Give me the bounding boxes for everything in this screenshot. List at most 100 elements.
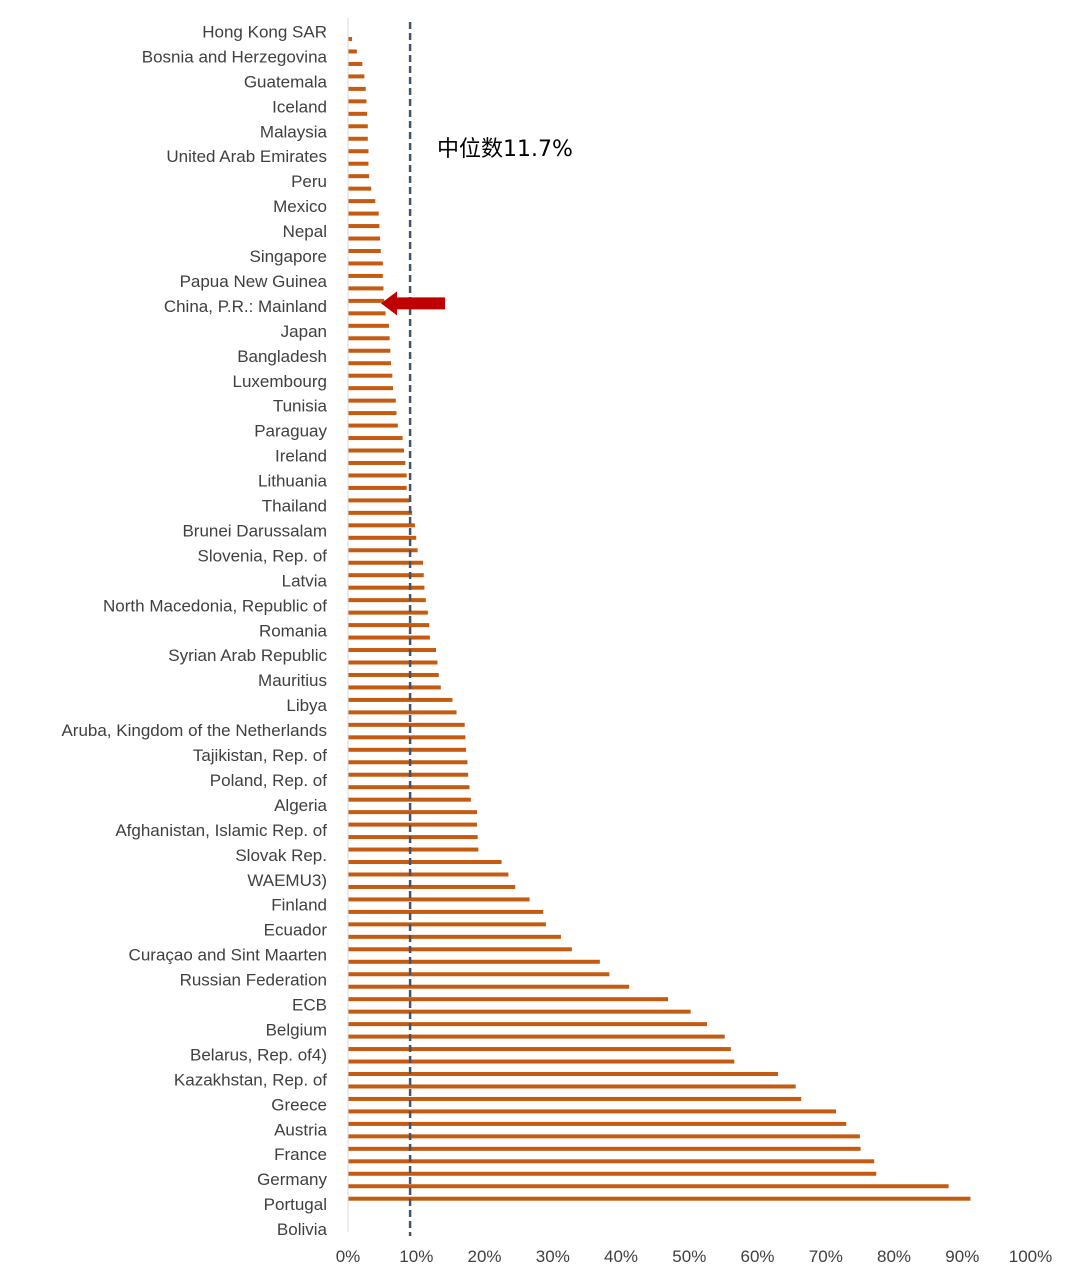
bar [348, 248, 381, 253]
x-tick-label: 30% [536, 1247, 570, 1266]
bar [348, 1009, 691, 1014]
bar [348, 648, 437, 653]
bar [348, 685, 441, 690]
bar [348, 186, 372, 191]
bar [348, 835, 478, 840]
bar [348, 473, 407, 478]
x-tick-label: 50% [672, 1247, 706, 1266]
bar [348, 411, 397, 416]
bar [348, 1047, 731, 1052]
bar [348, 760, 468, 765]
category-label: Finland [271, 896, 327, 915]
category-labels-group: Hong Kong SAR Bosnia and Herzegovina Guate… [61, 22, 327, 1239]
bar [348, 897, 530, 902]
category-label: Malaysia [260, 122, 328, 141]
category-label: Iceland [272, 97, 327, 116]
bar [348, 460, 406, 465]
x-tick-label: 10% [399, 1247, 433, 1266]
bar [348, 1096, 802, 1101]
bar [348, 174, 370, 179]
bar [348, 585, 425, 590]
bar [348, 336, 390, 341]
bar [348, 111, 368, 116]
category-label: Poland, Rep. of [210, 771, 327, 790]
category-label: Bangladesh [237, 347, 327, 366]
bar [348, 635, 430, 640]
bar [348, 61, 363, 66]
bar [348, 261, 383, 266]
bar [348, 448, 404, 453]
category-label: United Arab Emirates [166, 147, 327, 166]
category-label: Singapore [249, 247, 327, 266]
bar [348, 323, 389, 328]
bar [348, 1184, 949, 1189]
category-label: Nepal [283, 222, 327, 241]
bar [348, 560, 424, 565]
category-label: Japan [281, 322, 327, 341]
category-label: Lithuania [258, 472, 328, 491]
bar [348, 735, 466, 740]
bar [348, 1022, 707, 1027]
bar [348, 311, 386, 316]
category-label: Algeria [274, 796, 327, 815]
bar [348, 660, 438, 665]
bar [348, 785, 470, 790]
bar [348, 273, 383, 278]
bar [348, 149, 369, 154]
category-label: Mauritius [258, 671, 327, 690]
category-label: Bolivia [277, 1220, 328, 1239]
x-tick-label: 90% [945, 1247, 979, 1266]
bar [348, 1109, 836, 1114]
bar [348, 49, 357, 54]
bar [348, 1059, 735, 1064]
bar [348, 224, 380, 229]
bars-group [348, 37, 971, 1201]
x-tick-label: 80% [877, 1247, 911, 1266]
category-label: Belgium [266, 1020, 327, 1039]
bar [348, 485, 407, 490]
bar [348, 37, 353, 41]
category-label: Papua New Guinea [180, 272, 328, 291]
bar [348, 86, 366, 91]
category-label: Libya [286, 696, 327, 715]
bar [348, 810, 477, 815]
x-tick-label: 0% [336, 1247, 361, 1266]
category-label: Portugal [264, 1195, 327, 1214]
category-label: Ireland [275, 447, 327, 466]
bar [348, 74, 365, 79]
bar [348, 860, 502, 865]
category-label: Russian Federation [180, 971, 327, 990]
bar [348, 997, 669, 1002]
bar [348, 872, 509, 877]
bar [348, 199, 376, 204]
category-label: Syrian Arab Republic [168, 646, 327, 665]
category-label: Slovenia, Rep. of [198, 546, 328, 565]
category-label: Tajikistan, Rep. of [193, 746, 327, 765]
category-label: Austria [274, 1120, 327, 1139]
category-label: Brunei Darussalam [182, 521, 327, 540]
bar [348, 697, 453, 702]
bar [348, 1072, 778, 1077]
bar [348, 298, 385, 303]
bar [348, 361, 391, 366]
category-label: Aruba, Kingdom of the Netherlands [61, 721, 327, 740]
x-tick-label: 40% [604, 1247, 638, 1266]
bar [348, 1171, 877, 1176]
x-tick-labels-group: 0% 10% 20% 30% 40% 50% 60% 70% 80% 90% 100% [336, 1247, 1053, 1266]
median-annotation: 中位数11.7% [437, 137, 573, 162]
bar [348, 1196, 971, 1201]
bar [348, 535, 417, 540]
bar [348, 286, 384, 291]
bar [348, 672, 439, 677]
bar [348, 398, 396, 403]
bar [348, 623, 430, 628]
bar [348, 1146, 861, 1151]
bar [348, 1121, 847, 1126]
category-label: Luxembourg [232, 372, 327, 391]
bar [348, 436, 403, 441]
bar [348, 498, 410, 503]
highlight-arrow-group [381, 291, 445, 316]
category-label: Ecuador [264, 921, 328, 940]
